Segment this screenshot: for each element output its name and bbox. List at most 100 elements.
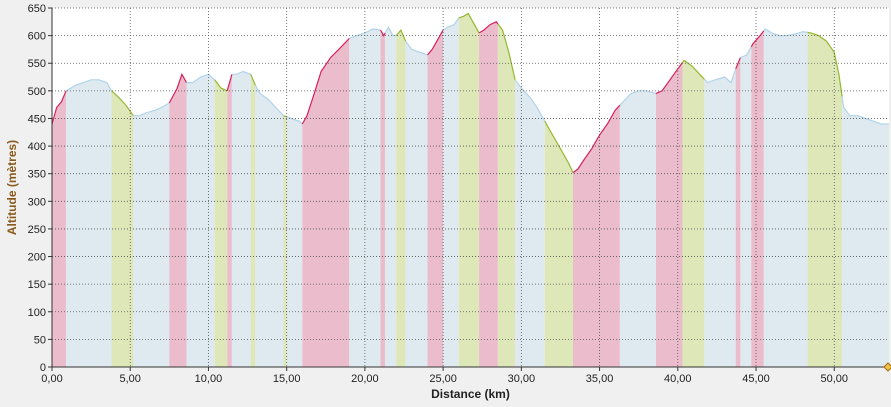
band-flat-24 (515, 79, 545, 368)
y-tick-label: 450 (28, 113, 46, 125)
y-tick-label: 0 (40, 362, 46, 374)
y-tick-label: 650 (28, 3, 46, 15)
band-flat-30 (704, 68, 736, 368)
end-marker-icon[interactable] (883, 362, 891, 372)
y-tick-label: 550 (28, 58, 46, 70)
band-climb-22 (479, 21, 498, 368)
band-climb-7 (227, 74, 232, 368)
y-tick-label: 150 (28, 279, 46, 291)
band-descent-25 (544, 121, 573, 367)
x-tick-label: 45,00 (742, 373, 770, 385)
y-tick-label: 300 (28, 196, 46, 208)
profile-line-descent-17 (395, 28, 407, 42)
band-flat-12 (286, 116, 303, 367)
band-descent-17 (396, 30, 406, 367)
profile-line-flat-36 (841, 96, 889, 125)
profile-line-descent-35 (807, 31, 843, 97)
y-tick-label: 350 (28, 169, 46, 181)
profile-line-flat-12 (286, 116, 303, 125)
x-tick-label: 10,00 (195, 373, 223, 385)
x-tick-label: 30,00 (508, 373, 536, 385)
profile-line-climb-33 (750, 30, 765, 47)
band-flat-8 (231, 71, 251, 367)
profile-line-flat-27 (619, 90, 657, 106)
band-climb-33 (751, 30, 764, 368)
band-flat-20 (443, 17, 459, 368)
profile-line-descent-11 (283, 115, 287, 118)
band-climb-0 (52, 90, 67, 368)
band-climb-19 (427, 30, 444, 367)
band-flat-36 (842, 96, 889, 368)
y-tick-label: 500 (28, 86, 46, 98)
profile-line-climb-0 (51, 90, 67, 125)
band-climb-28 (655, 62, 683, 367)
band-climb-4 (169, 74, 187, 368)
profile-line-climb-15 (379, 29, 386, 37)
profile-line-descent-6 (214, 79, 228, 92)
band-climb-31 (735, 57, 741, 367)
profile-line-descent-21 (458, 12, 480, 34)
y-tick-label: 50 (34, 334, 46, 346)
profile-line-flat-32 (740, 46, 752, 59)
profile-line-flat-5 (186, 73, 216, 84)
band-descent-35 (807, 32, 843, 368)
band-descent-9 (250, 74, 256, 368)
profile-line-flat-18 (405, 40, 428, 56)
band-climb-13 (302, 38, 350, 368)
profile-line-climb-13 (301, 37, 350, 125)
profile-line-flat-20 (442, 17, 460, 31)
profile-line-climb-28 (655, 62, 683, 95)
band-climb-26 (573, 105, 620, 367)
profile-line-descent-23 (497, 23, 516, 80)
band-flat-32 (740, 46, 752, 367)
x-tick-label: 50,00 (820, 373, 848, 385)
profile-line-climb-22 (478, 21, 499, 34)
band-flat-16 (385, 27, 397, 368)
profile-line-flat-30 (703, 68, 737, 84)
profile-line-descent-2 (111, 90, 134, 117)
y-tick-label: 100 (28, 307, 46, 319)
x-axis-ticks: 0,00 5,00 10,00 15,00 20,00 25,00 30,00 35,00 40… (41, 367, 848, 385)
band-flat-5 (186, 74, 215, 368)
band-descent-2 (111, 90, 134, 368)
y-tick-label: 600 (28, 31, 46, 43)
x-axis-title: Distance (km) (431, 387, 510, 401)
x-tick-label: 20,00 (351, 373, 379, 385)
x-tick-label: 15,00 (273, 373, 301, 385)
y-tick-label: 200 (28, 252, 46, 264)
y-tick-label: 250 (28, 224, 46, 236)
y-axis-ticks: 0 50 100 150 200 250 300 350 400 450 500 550 600 650 (28, 3, 52, 374)
y-tick-label: 400 (28, 141, 46, 153)
band-flat-1 (66, 79, 112, 368)
profile-line-descent-29 (682, 59, 705, 80)
profile-line-climb-19 (427, 29, 444, 56)
band-climb-15 (380, 30, 386, 367)
band-descent-21 (458, 13, 480, 367)
x-tick-label: 40,00 (664, 373, 692, 385)
x-tick-label: 0,00 (41, 373, 62, 385)
profile-line-descent-25 (544, 120, 574, 173)
profile-line-flat-24 (514, 79, 546, 122)
profile-line-flat-34 (763, 28, 808, 37)
band-descent-23 (497, 23, 516, 368)
axes (48, 8, 889, 368)
profile-line-flat-1 (65, 79, 113, 92)
x-tick-label: 35,00 (586, 373, 614, 385)
band-flat-10 (255, 85, 284, 368)
profile-line-flat-10 (254, 85, 284, 117)
gradient-bands (52, 13, 889, 368)
profile-line-climb-4 (168, 72, 188, 104)
profile-line-flat-3 (133, 102, 170, 117)
x-tick-label: 25,00 (429, 373, 457, 385)
band-descent-6 (214, 79, 228, 368)
band-flat-18 (405, 41, 428, 367)
band-descent-11 (283, 115, 287, 367)
band-flat-3 (133, 103, 170, 367)
x-tick-label: 5,00 (120, 373, 141, 385)
band-flat-34 (763, 29, 808, 367)
profile-line-climb-26 (572, 104, 621, 174)
band-descent-29 (682, 60, 705, 367)
profile-line-climb-31 (735, 57, 741, 70)
